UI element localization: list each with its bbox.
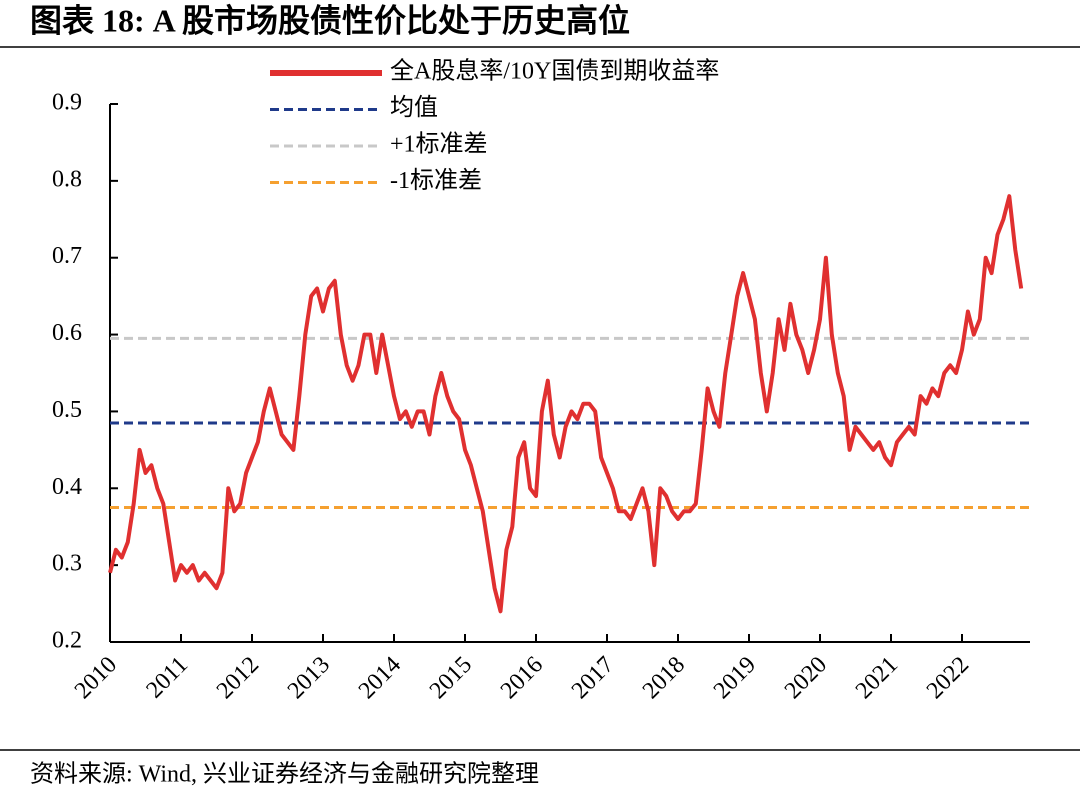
y-tick-label: 0.6 (52, 320, 82, 346)
x-tick-label: 2015 (425, 652, 477, 704)
x-tick-label: 2019 (709, 652, 761, 704)
x-tick-label: 2014 (354, 652, 406, 704)
y-tick-label: 0.7 (52, 243, 82, 269)
y-tick-label: 0.9 (52, 90, 82, 116)
source-note: 资料来源: Wind, 兴业证券经济与金融研究院整理 (30, 761, 539, 788)
y-tick-label: 0.8 (52, 166, 82, 192)
x-tick-label: 2020 (780, 652, 832, 704)
y-tick-label: 0.2 (52, 628, 82, 654)
x-tick-label: 2017 (567, 652, 619, 704)
y-tick-label: 0.4 (52, 474, 82, 500)
x-tick-label: 2013 (283, 652, 335, 704)
x-tick-label: 2012 (212, 652, 264, 704)
chart-title: 图表 18: A 股市场股债性价比处于历史高位 (30, 2, 630, 38)
data-line (108, 194, 1024, 614)
x-tick-label: 2021 (851, 652, 903, 704)
y-tick-label: 0.3 (52, 551, 82, 577)
legend-label: -1标准差 (390, 167, 482, 194)
x-tick-label: 2011 (141, 652, 193, 704)
x-tick-label: 2018 (638, 652, 690, 704)
y-tick-label: 0.5 (52, 397, 82, 423)
legend-label: 均值 (390, 94, 438, 121)
x-tick-label: 2016 (496, 652, 548, 704)
legend-label: 全A股息率/10Y国债到期收益率 (390, 58, 719, 85)
legend-label: +1标准差 (390, 131, 488, 158)
x-tick-label: 2010 (70, 652, 122, 704)
x-tick-label: 2022 (922, 652, 974, 704)
